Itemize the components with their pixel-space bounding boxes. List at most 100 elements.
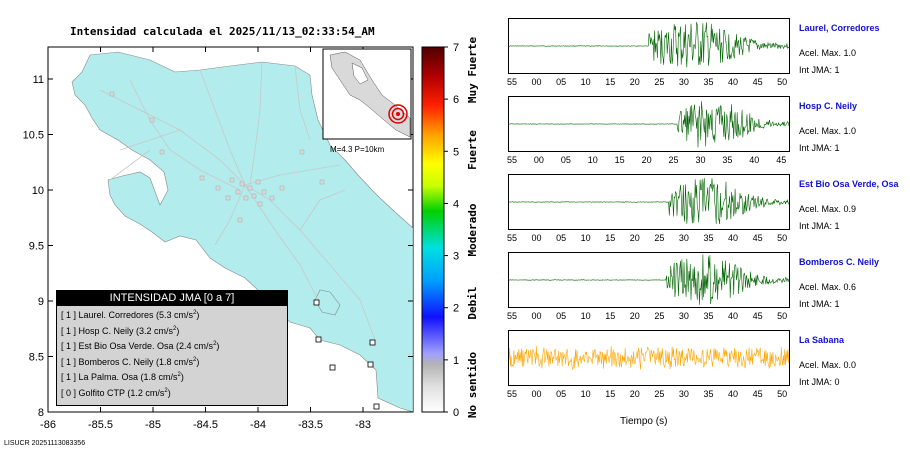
waveform-panel bbox=[508, 96, 790, 152]
legend-row: [ 1 ] Bomberos C. Neily (1.8 cm/s2) bbox=[61, 356, 200, 367]
colorbar-tick-label: 0 bbox=[453, 407, 459, 419]
waveform-tick-label: 15 bbox=[605, 389, 616, 399]
waveform-tick-label: 05 bbox=[556, 233, 567, 243]
waveform-tick-label: 00 bbox=[533, 155, 544, 165]
station-name[interactable]: Bomberos C. Neily bbox=[799, 257, 880, 267]
waveform-trace bbox=[508, 345, 790, 370]
longitude-axis: -86 -85.5 -85 -84.5 -84 -83.5 -83 bbox=[40, 47, 371, 431]
lon-tick-label: -85 bbox=[145, 419, 161, 431]
station-name[interactable]: Hosp C. Neily bbox=[799, 101, 858, 111]
waveform-tick-label: 50 bbox=[777, 311, 788, 321]
waveform-tick-label: 25 bbox=[668, 155, 679, 165]
legend-header: INTENSIDAD JMA [0 a 7] bbox=[57, 291, 287, 306]
lon-tick-label: -84.5 bbox=[193, 419, 218, 431]
waveform-tick-label: 10 bbox=[580, 389, 591, 399]
waveform-tick-label: 35 bbox=[703, 311, 714, 321]
station-name[interactable]: Est Bio Osa Verde, Osa bbox=[799, 179, 899, 189]
waveform-time-axis: 55 00 05 10 15 20 25 30 35 40 45 50 bbox=[507, 389, 790, 401]
magnitude-depth-label: M=4.3 P=10km bbox=[330, 145, 385, 154]
waveform-tick-label: 10 bbox=[580, 233, 591, 243]
lon-tick-label: -83.5 bbox=[298, 419, 323, 431]
waveform-tick-label: 20 bbox=[641, 155, 652, 165]
intensity-category-label: Debil bbox=[466, 286, 479, 319]
waveform-tick-label: 55 bbox=[506, 311, 518, 321]
intensity-legend: INTENSIDAD JMA [0 a 7] [ 1 ] Laurel. Cor… bbox=[56, 290, 288, 406]
station-name[interactable]: Laurel, Corredores bbox=[799, 23, 880, 33]
waveform-tick-label: 20 bbox=[629, 311, 640, 321]
station-max-accel: Acel. Max. 0.6 bbox=[799, 282, 857, 292]
waveform-tick-label: 30 bbox=[678, 77, 689, 87]
lon-tick-label: -83 bbox=[355, 419, 371, 431]
lat-tick-label: 10 bbox=[32, 185, 44, 197]
waveform-tick-label: 55 bbox=[506, 233, 518, 243]
waveform-tick-label: 55 bbox=[506, 155, 518, 165]
station-name[interactable]: La Sabana bbox=[799, 335, 845, 345]
waveform-tick-label: 05 bbox=[556, 389, 567, 399]
waveform-tick-label: 50 bbox=[777, 233, 788, 243]
map-title: Intensidad calculada el 2025/11/13_02:33… bbox=[70, 25, 375, 38]
colorbar-tick-label: 6 bbox=[453, 94, 459, 106]
intensity-category-label: No sentido bbox=[466, 352, 479, 419]
waveform-tick-label: 25 bbox=[654, 311, 665, 321]
station-jma-intensity: Int JMA: 1 bbox=[799, 221, 840, 231]
waveform-tick-label: 20 bbox=[629, 77, 640, 87]
waveform-tick-label: 45 bbox=[752, 389, 763, 399]
waveform-trace bbox=[508, 22, 790, 68]
waveform-tick-label: 55 bbox=[506, 77, 518, 87]
waveform-tick-label: 15 bbox=[614, 155, 625, 165]
waveform-tick-label: 35 bbox=[703, 389, 714, 399]
station-max-accel: Acel. Max. 0.0 bbox=[799, 360, 857, 370]
intensity-category-label: Muy Fuerte bbox=[466, 37, 479, 104]
colorbar-tick-label: 5 bbox=[453, 146, 459, 158]
waveform-panel bbox=[508, 252, 790, 308]
station-max-accel: Acel. Max. 0.9 bbox=[799, 204, 857, 214]
waveform-tick-label: 30 bbox=[678, 233, 689, 243]
waveform-time-axis: 55 00 05 10 15 20 25 30 35 40 45 bbox=[506, 155, 790, 167]
waveform-time-axis: 55 00 05 10 15 20 25 30 35 40 45 50 bbox=[506, 77, 790, 89]
waveform-tick-label: 40 bbox=[728, 233, 739, 243]
waveform-tick-label: 40 bbox=[728, 311, 739, 321]
waveform-tick-label: 00 bbox=[531, 389, 542, 399]
waveform-tick-label: 25 bbox=[654, 77, 665, 87]
station-jma-intensity: Int JMA: 1 bbox=[799, 143, 840, 153]
waveform-tick-label: 10 bbox=[587, 155, 598, 165]
lat-tick-label: 9.5 bbox=[29, 241, 44, 253]
lat-tick-label: 10.5 bbox=[23, 130, 44, 142]
lon-tick-label: -85.5 bbox=[88, 419, 113, 431]
waveform-tick-label: 30 bbox=[678, 311, 689, 321]
waveform-tick-label: 45 bbox=[752, 77, 763, 87]
colorbar-tick-label: 4 bbox=[453, 198, 459, 210]
waveform-tick-label: 05 bbox=[556, 311, 567, 321]
waveform-trace bbox=[508, 101, 790, 148]
waveform-tick-label: 20 bbox=[629, 389, 640, 399]
station-jma-intensity: Int JMA: 1 bbox=[799, 299, 840, 309]
waveform-tick-label: 30 bbox=[695, 155, 706, 165]
waveform-tick-label: 20 bbox=[629, 233, 640, 243]
legend-row: [ 1 ] La Palma. Osa (1.8 cm/s2) bbox=[61, 372, 184, 382]
waveform-tick-label: 35 bbox=[703, 233, 714, 243]
waveform-tick-label: 15 bbox=[605, 233, 616, 243]
station-jma-intensity: Int JMA: 0 bbox=[799, 377, 840, 387]
lat-tick-label: 11 bbox=[33, 74, 44, 86]
lon-tick-label: -84 bbox=[250, 419, 266, 431]
colorbar-tick-label: 1 bbox=[453, 355, 459, 367]
lat-tick-label: 8.5 bbox=[29, 352, 44, 364]
waveform-tick-label: 50 bbox=[777, 389, 788, 399]
waveform-tick-label: 25 bbox=[654, 389, 665, 399]
legend-row: [ 1 ] Hosp C. Neily (3.2 cm/s2) bbox=[61, 325, 180, 336]
waveform-tick-label: 50 bbox=[777, 77, 788, 87]
waveform-tick-label: 10 bbox=[580, 311, 591, 321]
waveform-tick-label: 40 bbox=[728, 77, 739, 87]
station-max-accel: Acel. Max. 1.0 bbox=[799, 48, 857, 58]
waveform-panel bbox=[508, 174, 790, 230]
intensity-category-label: Fuerte bbox=[466, 130, 479, 170]
time-axis-label: Tiempo (s) bbox=[620, 416, 668, 427]
waveform-tick-label: 05 bbox=[556, 77, 567, 87]
waveform-tick-label: 05 bbox=[560, 155, 571, 165]
colorbar-tick-label: 2 bbox=[453, 303, 459, 315]
legend-row: [ 0 ] Golfito CTP (1.2 cm/s2) bbox=[61, 387, 171, 398]
lat-tick-label: 8 bbox=[38, 407, 44, 419]
colorbar-tick-label: 3 bbox=[453, 251, 459, 263]
waveform-tick-label: 15 bbox=[605, 77, 616, 87]
intensity-category-label: Moderado bbox=[466, 203, 479, 256]
